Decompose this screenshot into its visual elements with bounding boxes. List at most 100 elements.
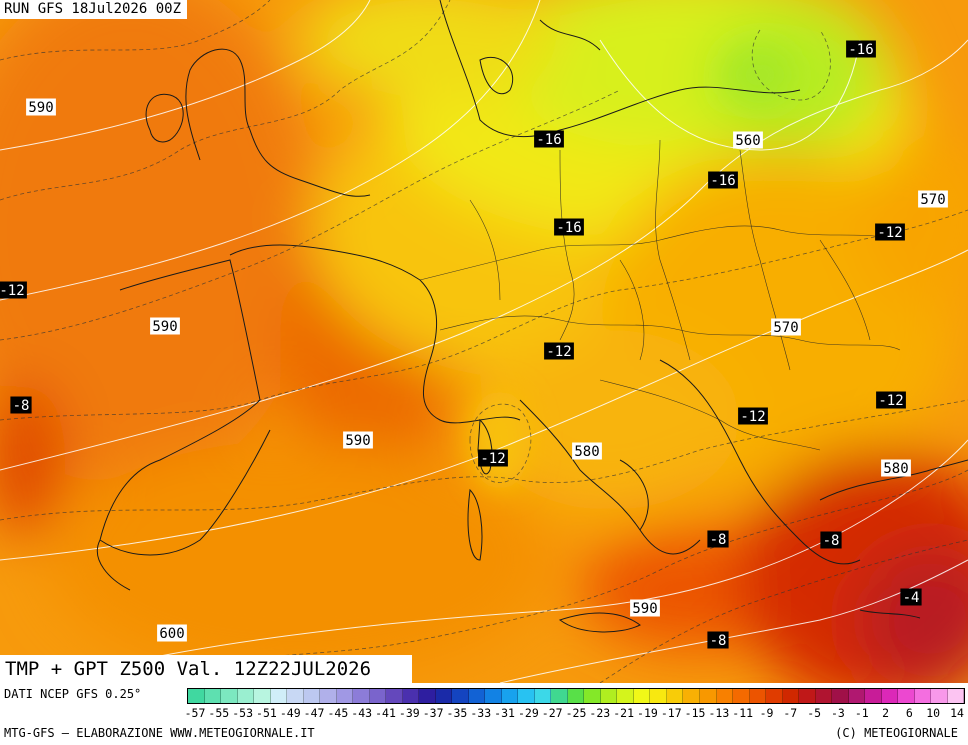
label-box	[820, 531, 842, 549]
label-text: 570	[920, 192, 945, 208]
label-text: 560	[735, 133, 760, 149]
scale-tick-label: -3	[831, 706, 845, 720]
scale-tick-label: -25	[565, 706, 587, 720]
scale-tick-label: 2	[882, 706, 890, 720]
scale-tick-label: -47	[303, 706, 325, 720]
geopotential-label: 590	[150, 317, 180, 335]
label-box	[846, 40, 876, 58]
scale-swatch	[485, 689, 502, 703]
scale-swatch	[221, 689, 238, 703]
label-box	[918, 190, 948, 208]
scale-swatch	[303, 689, 321, 703]
scale-swatch	[320, 689, 337, 703]
geopotential-label: 590	[343, 431, 373, 449]
label-text: -8	[13, 398, 30, 414]
scale-swatch	[947, 689, 965, 703]
scale-swatch	[749, 689, 767, 703]
label-box	[738, 407, 768, 425]
scale-swatch	[617, 689, 634, 703]
label-box	[544, 342, 574, 360]
label-box	[572, 442, 602, 460]
temperature-label: -4	[900, 588, 922, 606]
temperature-map: -16 -16 -16 -16 -12 -12 -12 -8 -12 -12 -12 -8 -8 -4 -8…	[0, 0, 968, 683]
scale-swatch	[567, 689, 585, 703]
temperature-label: -16	[846, 40, 876, 58]
label-text: -12	[878, 393, 903, 409]
label-box	[707, 530, 729, 548]
credit-left: MTG-GFS — ELABORAZIONE WWW.METEOGIORNALE…	[4, 726, 315, 740]
label-text: -16	[556, 220, 581, 236]
scale-tick-label: -1	[854, 706, 869, 720]
temperature-label: -12	[0, 281, 27, 299]
scale-swatch	[633, 689, 651, 703]
temperature-field-shading	[0, 0, 968, 683]
scale-swatch	[782, 689, 800, 703]
country-borders	[419, 139, 901, 451]
label-box	[707, 631, 729, 649]
scale-tick-label: -55	[208, 706, 230, 720]
temperature-label: -8	[707, 530, 729, 548]
scale-swatch	[204, 689, 222, 703]
label-text: -16	[536, 132, 561, 148]
scale-tick-label: -35	[446, 706, 468, 720]
label-text: -12	[0, 283, 25, 299]
scale-tick-label: -21	[613, 706, 635, 720]
scale-swatch	[386, 689, 403, 703]
scale-tick-label: -51	[256, 706, 277, 720]
temperature-label: -12	[876, 391, 906, 409]
label-text: -12	[546, 344, 571, 360]
scale-swatch	[832, 689, 849, 703]
scale-tick-label: -19	[637, 706, 658, 720]
footer: DATI NCEP GFS 0.25° -57 -55 -53 -51 -49 -47 -4…	[0, 683, 968, 745]
color-scale-bar	[187, 688, 965, 704]
label-box	[26, 98, 56, 116]
label-text: -12	[740, 409, 765, 425]
scale-tick-label: -43	[351, 706, 373, 720]
scale-swatch	[699, 689, 717, 703]
geopotential-label: 580	[881, 459, 911, 477]
label-box	[733, 131, 763, 149]
scale-tick-label: -37	[422, 706, 444, 720]
geopotential-label: 600	[157, 624, 187, 642]
scale-swatch	[600, 689, 618, 703]
data-source: DATI NCEP GFS 0.25°	[4, 687, 142, 701]
label-text: 600	[159, 626, 184, 642]
geopotential-label: 590	[630, 599, 660, 617]
scale-tick-label: -57	[184, 706, 206, 720]
scale-swatch	[254, 689, 271, 703]
scale-swatch	[353, 689, 370, 703]
scale-tick-label: -41	[375, 706, 396, 720]
label-box	[478, 449, 508, 467]
label-box	[157, 624, 187, 642]
scale-tick-label: -31	[494, 706, 515, 720]
temperature-label: -16	[554, 218, 584, 236]
scale-tick-label: -13	[708, 706, 730, 720]
label-box	[10, 396, 32, 414]
label-text: -12	[877, 225, 902, 241]
scale-swatch	[518, 689, 535, 703]
scale-tick-label: 6	[905, 706, 913, 720]
temperature-label: -8	[707, 631, 729, 649]
label-box	[708, 171, 738, 189]
temperature-label: -12	[738, 407, 768, 425]
scale-tick-label: -17	[660, 706, 682, 720]
color-scale-labels: -57 -55 -53 -51 -49 -47 -45 -43 -41 -39 -37 -35 -33-…	[184, 706, 965, 722]
temperature-label: -16	[534, 130, 564, 148]
scale-swatch	[865, 689, 882, 703]
credit-right: (C) METEOGIORNALE	[835, 726, 958, 740]
scale-swatch	[336, 689, 354, 703]
label-box	[881, 459, 911, 477]
label-text: -8	[823, 533, 840, 549]
scale-tick-label: 10	[926, 706, 941, 720]
temperature-labels: -16 -16 -16 -16 -12 -12 -12 -8 -12 -12 -12 -8 -8 -4 -8	[0, 40, 922, 649]
label-text: 590	[28, 100, 53, 116]
temperature-label: -12	[478, 449, 508, 467]
temperature-label: -12	[544, 342, 574, 360]
geopotential-label: 580	[572, 442, 602, 460]
label-box	[150, 317, 180, 335]
label-box	[630, 599, 660, 617]
geopotential-label: 570	[771, 318, 801, 336]
run-label: RUN GFS 18Jul2026 00Z	[0, 0, 188, 19]
scale-tick-label: -23	[589, 706, 611, 720]
temperature-label: -8	[10, 396, 32, 414]
